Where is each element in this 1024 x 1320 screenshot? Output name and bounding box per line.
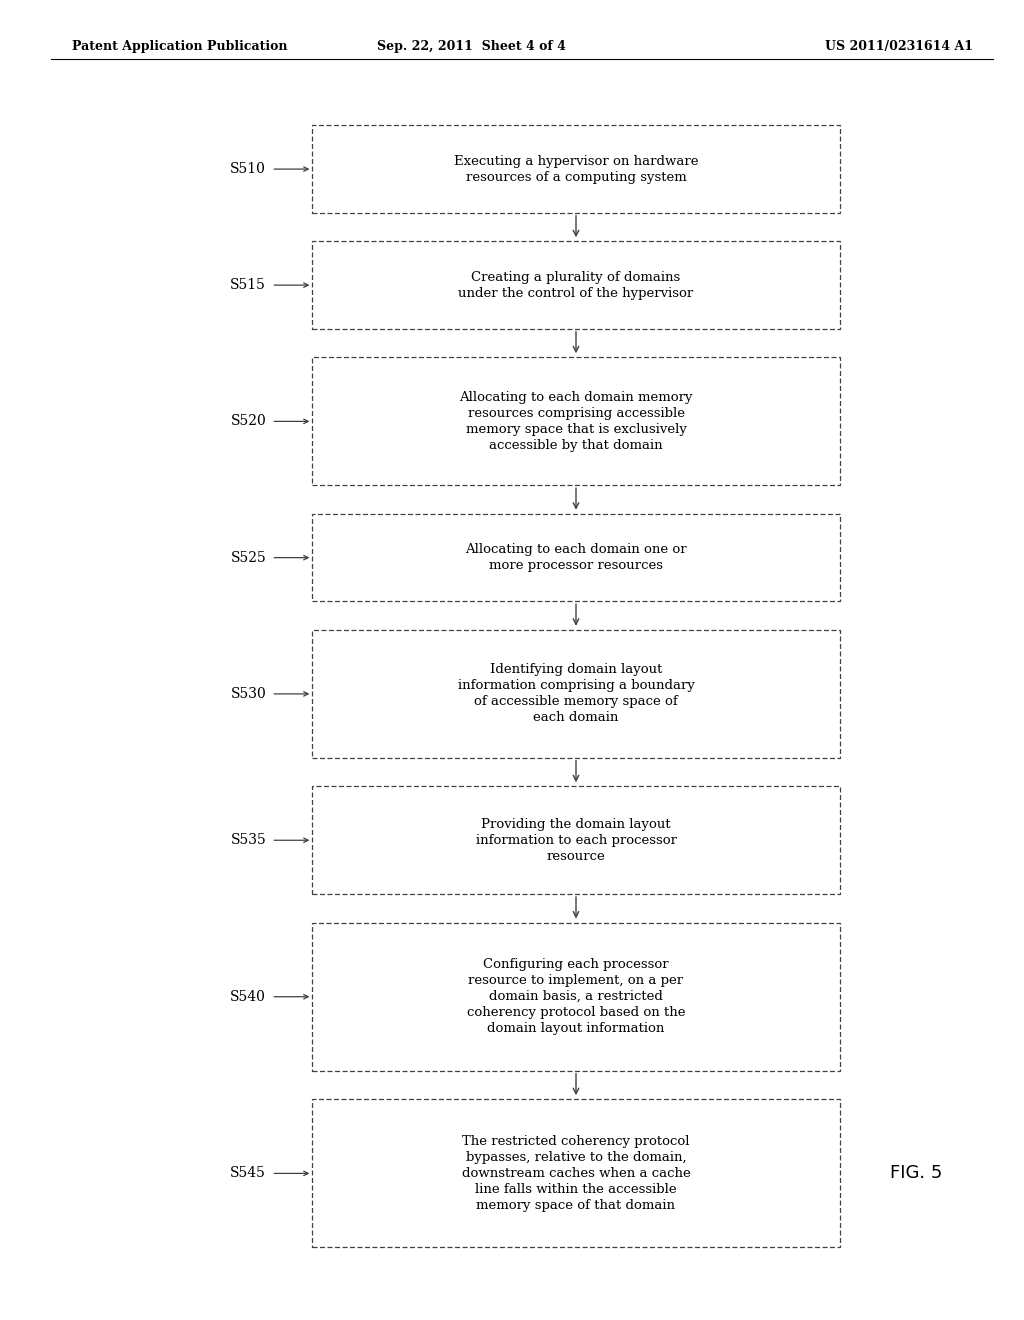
- Bar: [312, 358, 840, 486]
- Text: Allocating to each domain memory
resources comprising accessible
memory space th: Allocating to each domain memory resourc…: [459, 391, 693, 451]
- Text: Allocating to each domain one or
more processor resources: Allocating to each domain one or more pr…: [465, 543, 687, 572]
- Bar: [312, 1100, 840, 1247]
- Text: S535: S535: [230, 833, 266, 847]
- Text: S525: S525: [230, 550, 266, 565]
- Text: The restricted coherency protocol
bypasses, relative to the domain,
downstream c: The restricted coherency protocol bypass…: [462, 1135, 690, 1212]
- Text: Configuring each processor
resource to implement, on a per
domain basis, a restr: Configuring each processor resource to i…: [467, 958, 685, 1035]
- Bar: [312, 630, 840, 758]
- Bar: [312, 923, 840, 1071]
- Text: FIG. 5: FIG. 5: [890, 1164, 943, 1183]
- Text: Patent Application Publication: Patent Application Publication: [72, 40, 287, 53]
- Text: Identifying domain layout
information comprising a boundary
of accessible memory: Identifying domain layout information co…: [458, 664, 694, 725]
- Text: S520: S520: [230, 414, 266, 429]
- Bar: [312, 125, 840, 213]
- Text: US 2011/0231614 A1: US 2011/0231614 A1: [824, 40, 973, 53]
- Text: Creating a plurality of domains
under the control of the hypervisor: Creating a plurality of domains under th…: [459, 271, 693, 300]
- Bar: [312, 787, 840, 894]
- Text: S515: S515: [230, 279, 266, 292]
- Text: S545: S545: [230, 1167, 266, 1180]
- Text: S540: S540: [230, 990, 266, 1003]
- Text: Executing a hypervisor on hardware
resources of a computing system: Executing a hypervisor on hardware resou…: [454, 154, 698, 183]
- Text: S510: S510: [230, 162, 266, 176]
- Bar: [312, 242, 840, 329]
- Bar: [312, 513, 840, 602]
- Text: S530: S530: [230, 686, 266, 701]
- Text: Sep. 22, 2011  Sheet 4 of 4: Sep. 22, 2011 Sheet 4 of 4: [377, 40, 565, 53]
- Text: Providing the domain layout
information to each processor
resource: Providing the domain layout information …: [475, 818, 677, 863]
